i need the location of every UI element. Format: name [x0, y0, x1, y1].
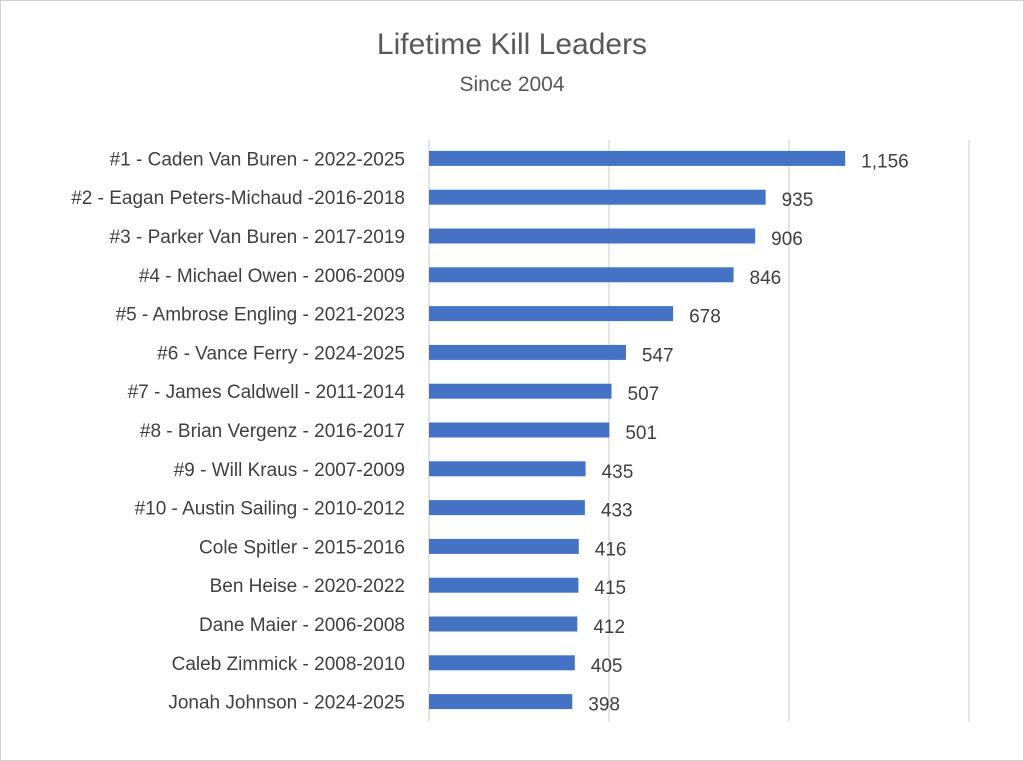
bar: [429, 655, 575, 671]
bar: [429, 694, 573, 710]
bar: [429, 461, 586, 477]
bar: [429, 538, 579, 554]
chart-title: Lifetime Kill Leaders: [376, 28, 648, 61]
category-label: #6 - Vance Ferry - 2024-2025: [157, 343, 405, 364]
bar: [429, 267, 734, 283]
bar: [429, 228, 756, 244]
bar: [429, 577, 579, 593]
category-label: #8 - Brian Vergenz - 2016-2017: [140, 421, 405, 442]
bar: [429, 150, 846, 166]
category-label: Caleb Zimmick - 2008-2010: [172, 654, 405, 675]
data-label: 906: [771, 229, 803, 250]
category-label: #7 - James Caldwell - 2011-2014: [128, 382, 406, 403]
data-label: 412: [593, 617, 625, 638]
bar: [429, 383, 612, 399]
bar: [429, 500, 585, 516]
bar: [429, 344, 626, 360]
bar: [429, 306, 674, 322]
category-label: Dane Maier - 2006-2008: [199, 615, 405, 636]
data-label: 435: [602, 462, 634, 483]
data-label: 678: [689, 307, 721, 328]
bar: [429, 422, 610, 438]
data-label: 398: [588, 695, 620, 716]
data-label: 547: [642, 345, 674, 366]
category-label: #4 - Michael Owen - 2006-2009: [139, 266, 405, 287]
category-label: Cole Spitler - 2015-2016: [199, 537, 405, 558]
data-label: 507: [628, 384, 660, 405]
data-label: 405: [591, 656, 623, 677]
data-label: 433: [601, 501, 633, 522]
bar: [429, 616, 578, 632]
category-label: #2 - Eagan Peters-Michaud -2016-2018: [71, 188, 405, 209]
data-label: 1,156: [861, 151, 909, 172]
category-label: #10 - Austin Sailing - 2010-2012: [135, 499, 405, 520]
data-label: 846: [750, 268, 782, 289]
data-label: 416: [595, 539, 627, 560]
category-label: #3 - Parker Van Buren - 2017-2019: [110, 227, 405, 248]
category-label: Ben Heise - 2020-2022: [210, 576, 405, 597]
bar: [429, 189, 766, 205]
category-label: #1 - Caden Van Buren - 2022-2025: [110, 149, 405, 170]
data-label: 935: [782, 190, 814, 211]
category-label: #5 - Ambrose Engling - 2021-2023: [116, 305, 405, 326]
category-label: #9 - Will Kraus - 2007-2009: [174, 460, 405, 481]
category-label: Jonah Johnson - 2024-2025: [168, 693, 405, 714]
chart-subtitle: Since 2004: [459, 73, 565, 96]
data-label: 501: [625, 423, 657, 444]
data-label: 415: [594, 578, 626, 599]
